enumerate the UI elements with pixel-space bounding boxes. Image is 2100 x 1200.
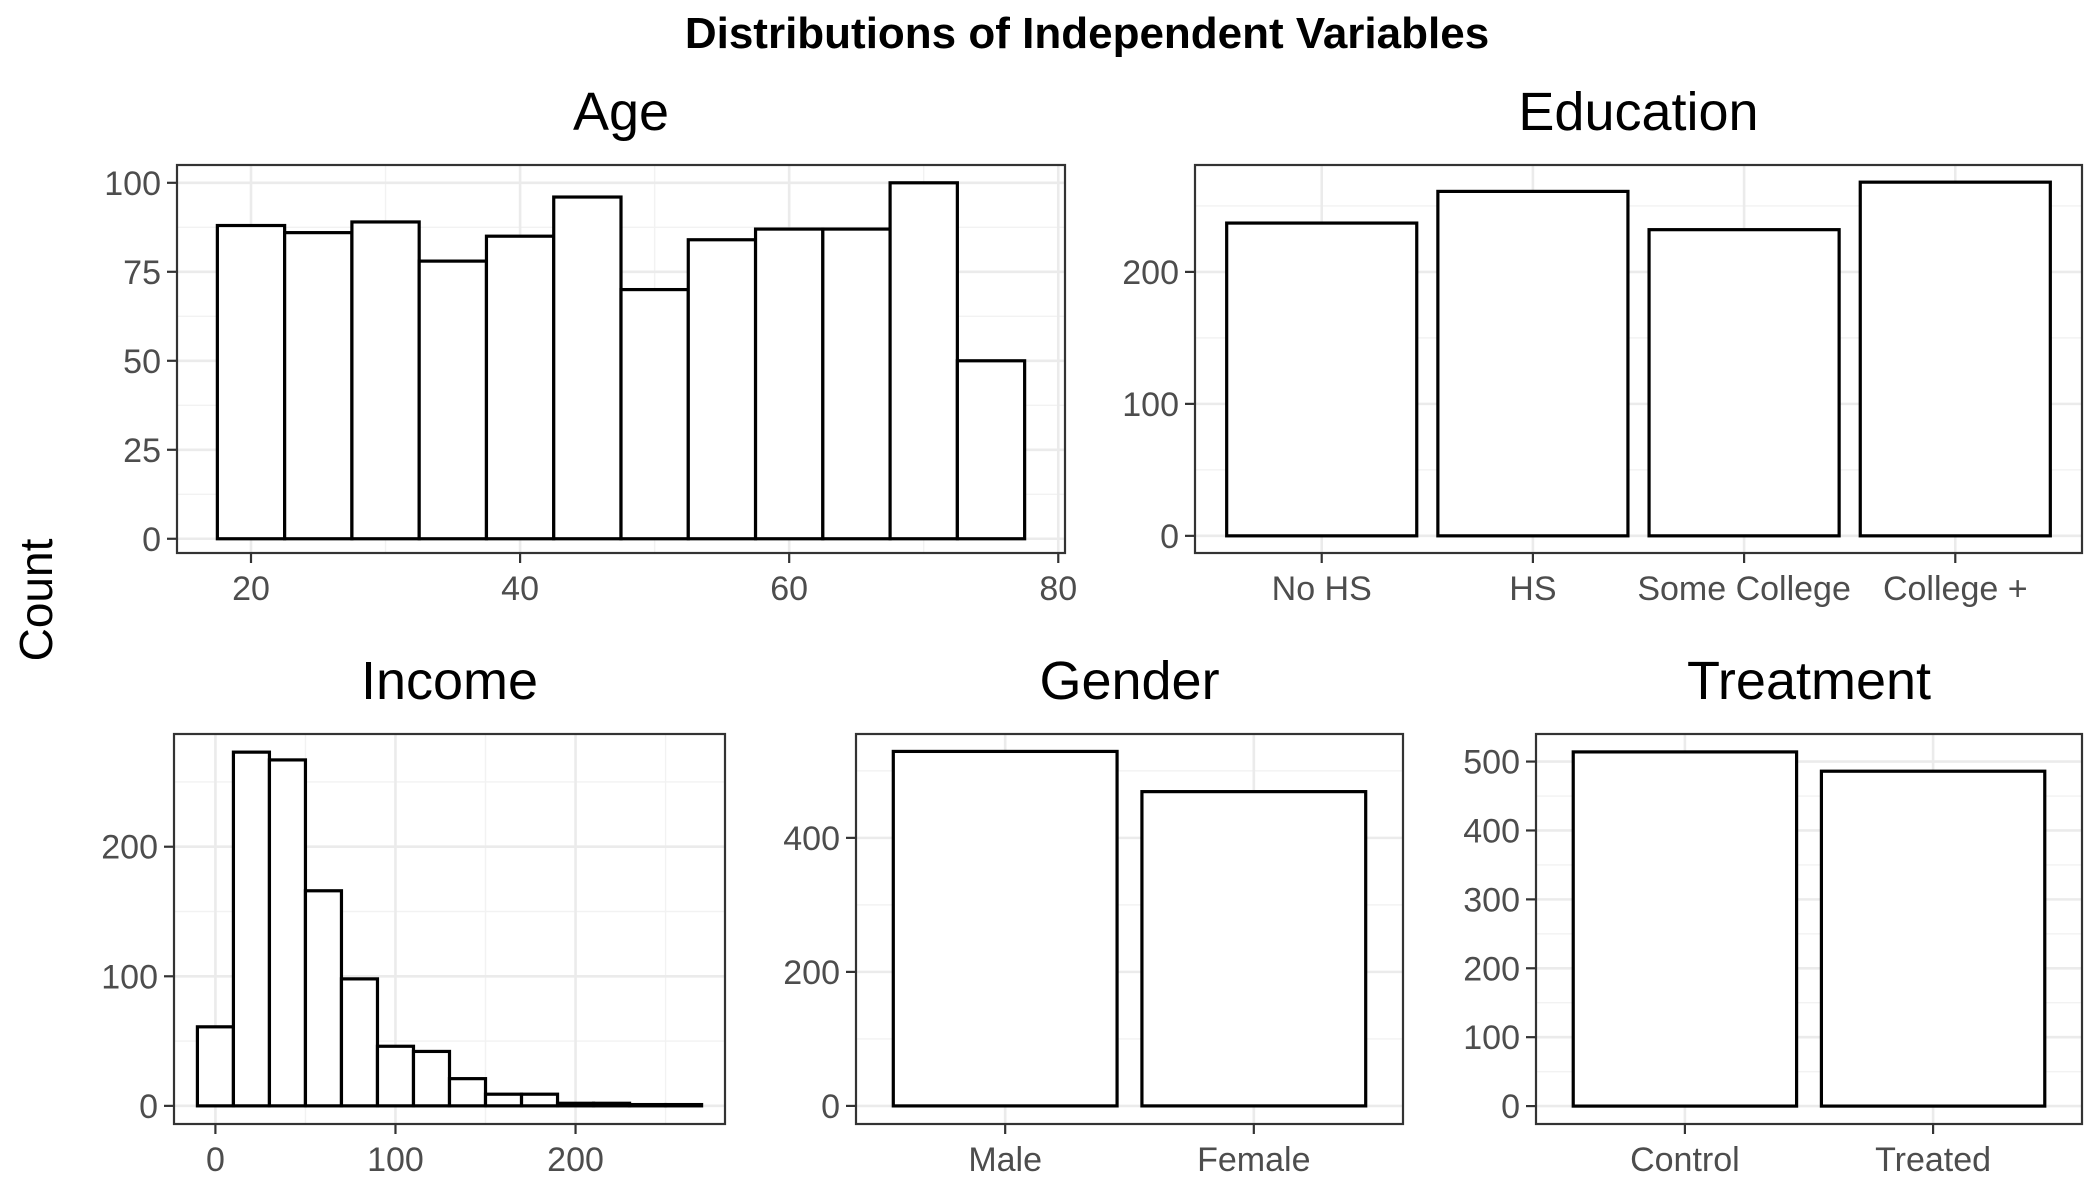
histogram-bar-8 [447,1077,488,1108]
panel-title-gender: Gender [1039,651,1219,711]
y-tick-label: 75 [123,254,161,292]
x-tick-label: HS [1509,570,1556,608]
bar-hs [1436,189,1630,538]
histogram-bar-14 [663,1102,704,1108]
x-tick-label: Some College [1637,570,1851,608]
histogram-bar-4 [303,889,344,1108]
histogram-bar-1 [195,1025,236,1108]
panel-title-income: Income [361,651,538,711]
panel-age: 0 25 50 75 100 20 40 60 80 Age [104,82,1077,608]
y-tick-label: 0 [1160,518,1179,556]
x-tick-label: 200 [547,1141,604,1179]
panel-treatment: 0 100 200 300 400 500 Control Treated Treatment [1463,651,2084,1179]
histogram-bar-3 [267,758,308,1108]
y-tick-label: 100 [104,165,161,203]
y-tick-label: 50 [123,343,161,381]
bar-control [1571,750,1799,1108]
x-tick-label: College + [1883,570,2028,608]
panel-title-education: Education [1518,82,1758,142]
y-tick-label: 500 [1463,744,1520,782]
panel-border [1193,163,2084,555]
y-tick-label: 400 [1463,812,1520,850]
histogram-bar-2 [283,231,354,541]
panels: 0 25 50 75 100 20 40 60 80 Age 0 100 200 No HS HS Some … [101,82,2084,1179]
x-tick-label: Male [968,1141,1042,1179]
histogram-bar-2 [231,750,272,1108]
histogram-bar-12 [955,359,1027,541]
histogram-bar-10 [519,1092,560,1108]
panel-title-age: Age [573,82,669,142]
panel-border [172,732,727,1126]
y-tick-label: 400 [783,820,840,858]
y-tick-label: 200 [1463,950,1520,988]
y-tick-label: 0 [139,1088,158,1126]
histogram-bar-10 [821,227,892,541]
bar-college [1858,180,2052,538]
y-tick-label: 200 [101,829,158,867]
x-tick-label: Control [1630,1141,1740,1179]
histogram-bar-13 [627,1102,668,1108]
x-tick-label: 80 [1039,570,1077,608]
y-tick-label: 0 [1501,1088,1520,1126]
histogram-bar-4 [417,259,489,541]
x-tick-label: No HS [1272,570,1372,608]
shared-y-axis-label: Count [10,538,62,661]
bar-some-college [1647,228,1841,538]
bar-female [1140,790,1368,1108]
y-tick-label: 100 [101,958,158,996]
histogram-bar-12 [591,1101,632,1108]
y-tick-label: 100 [1122,386,1179,424]
x-tick-label: 60 [770,570,808,608]
y-tick-label: 100 [1463,1019,1520,1057]
panel-income: 0 100 200 0 100 200 Income [101,651,727,1179]
histogram-bar-1 [215,223,287,541]
histogram-bar-3 [350,220,421,541]
panel-border [854,732,1405,1126]
x-tick-label: 40 [501,570,539,608]
y-tick-label: 200 [1122,254,1179,292]
bar-no-hs [1225,221,1419,538]
histogram-bar-6 [552,195,623,541]
histogram-bar-7 [411,1049,452,1108]
bar-male [891,749,1119,1108]
histogram-bar-5 [339,977,380,1108]
x-tick-label: Treated [1875,1141,1991,1179]
histogram-bar-6 [375,1044,416,1108]
x-tick-label: 0 [206,1141,225,1179]
x-tick-label: 20 [232,570,270,608]
histogram-bar-11 [888,181,959,541]
y-tick-label: 200 [783,954,840,992]
x-tick-label: Female [1197,1141,1310,1179]
figure-title: Distributions of Independent Variables [685,9,1489,58]
histogram-bar-8 [686,238,758,541]
panel-border [1534,732,2084,1126]
y-tick-label: 0 [821,1088,840,1126]
bar-treated [1819,769,2047,1108]
histogram-bar-9 [753,227,825,541]
histogram-bar-11 [555,1101,596,1108]
panel-gender: 0 200 400 Male Female Gender [783,651,1405,1179]
panel-education: 0 100 200 No HS HS Some College College + Educa… [1122,82,2084,608]
panel-border [175,163,1067,555]
histogram-bar-7 [619,287,690,541]
y-tick-label: 300 [1463,881,1520,919]
y-tick-label: 25 [123,432,161,470]
histogram-bar-9 [483,1092,524,1108]
x-tick-label: 100 [367,1141,424,1179]
y-tick-label: 0 [142,521,161,559]
histogram-bar-5 [484,234,556,541]
panel-title-treatment: Treatment [1687,651,1931,711]
